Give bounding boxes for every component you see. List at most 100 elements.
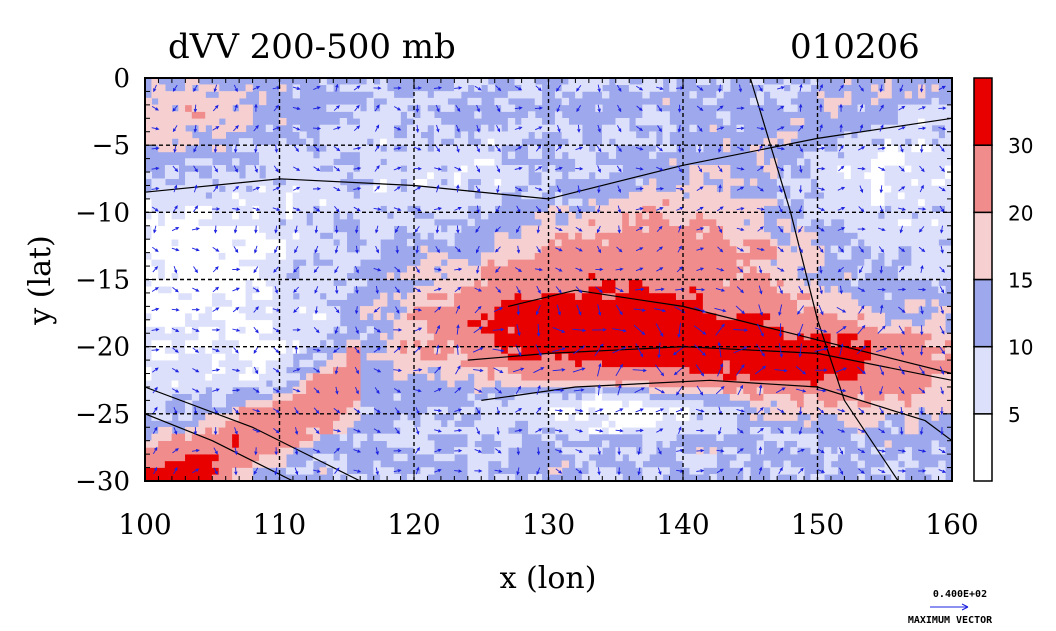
contour-cell xyxy=(924,238,933,247)
contour-cell xyxy=(265,326,274,334)
contour-cell xyxy=(669,212,677,220)
contour-cell xyxy=(158,312,166,321)
contour-cell xyxy=(770,366,778,374)
contour-cell xyxy=(642,238,650,247)
contour-cell xyxy=(662,299,670,307)
contour-cell xyxy=(252,453,260,462)
contour-cell xyxy=(211,171,220,180)
contour-cell xyxy=(709,332,717,341)
contour-cell xyxy=(406,165,415,173)
contour-cell xyxy=(252,440,260,448)
contour-cell xyxy=(602,131,610,139)
contour-cell xyxy=(306,252,314,260)
contour-cell xyxy=(918,339,926,347)
contour-cell xyxy=(904,144,912,153)
contour-cell xyxy=(420,232,428,240)
contour-cell xyxy=(218,319,226,327)
contour-cell xyxy=(232,218,240,227)
contour-cell xyxy=(474,319,482,327)
contour-cell xyxy=(279,312,287,321)
contour-cell xyxy=(198,339,206,347)
contour-cell xyxy=(541,306,549,314)
contour-cell xyxy=(440,212,448,220)
contour-cell xyxy=(776,353,785,361)
contour-cell xyxy=(662,467,670,475)
contour-cell xyxy=(218,326,226,334)
contour-cell xyxy=(749,426,758,435)
contour-cell xyxy=(534,393,543,401)
contour-cell xyxy=(568,379,576,388)
contour-cell xyxy=(729,366,738,374)
contour-cell xyxy=(346,413,354,421)
contour-cell xyxy=(716,78,724,86)
contour-cell xyxy=(326,319,334,327)
contour-cell xyxy=(205,198,213,206)
contour-cell xyxy=(844,359,852,368)
contour-cell xyxy=(803,265,812,274)
contour-cell xyxy=(494,198,502,206)
contour-cell xyxy=(198,460,206,468)
contour-cell xyxy=(642,198,650,206)
contour-cell xyxy=(615,259,623,267)
contour-cell xyxy=(723,178,731,186)
contour-cell xyxy=(353,393,361,401)
contour-cell xyxy=(897,400,906,408)
contour-cell xyxy=(400,191,408,200)
contour-cell xyxy=(319,124,327,133)
contour-cell xyxy=(884,218,892,227)
wind-vector xyxy=(172,84,178,92)
contour-cell xyxy=(837,332,845,341)
contour-cell xyxy=(480,265,489,274)
contour-cell xyxy=(534,131,543,139)
contour-cell xyxy=(588,460,596,468)
contour-cell xyxy=(864,306,872,314)
contour-cell xyxy=(380,78,388,86)
contour-cell xyxy=(326,151,334,159)
contour-cell xyxy=(285,232,294,240)
contour-cell xyxy=(938,460,946,468)
contour-cell xyxy=(218,467,226,475)
contour-cell xyxy=(581,379,590,388)
contour-cell xyxy=(521,359,529,368)
contour-cell xyxy=(655,238,664,247)
contour-cell xyxy=(279,252,287,260)
contour-cell xyxy=(911,265,919,274)
contour-cell xyxy=(494,97,502,106)
contour-cell xyxy=(709,185,717,193)
contour-cell xyxy=(904,420,912,428)
contour-cell xyxy=(373,171,381,180)
contour-cell xyxy=(171,272,179,280)
contour-cell xyxy=(783,400,791,408)
contour-cell xyxy=(245,198,253,206)
contour-cell xyxy=(211,259,220,267)
contour-cell xyxy=(447,124,455,133)
contour-cell xyxy=(622,420,630,428)
contour-cell xyxy=(938,212,946,220)
contour-cell xyxy=(259,339,267,347)
contour-cell xyxy=(581,84,590,92)
contour-cell xyxy=(252,259,260,267)
contour-cell xyxy=(642,111,650,119)
wind-vector xyxy=(233,407,239,414)
contour-cell xyxy=(642,252,650,260)
contour-cell xyxy=(420,346,428,354)
contour-cell xyxy=(904,131,912,139)
contour-cell xyxy=(897,138,906,146)
contour-cell xyxy=(568,366,576,374)
contour-cell xyxy=(884,212,892,220)
contour-cell xyxy=(480,171,489,180)
contour-cell xyxy=(145,366,153,374)
contour-cell xyxy=(285,400,294,408)
contour-cell xyxy=(622,238,630,247)
contour-cell xyxy=(205,312,213,321)
contour-cell xyxy=(272,218,280,227)
contour-cell xyxy=(702,306,711,314)
contour-cell xyxy=(790,373,798,381)
contour-cell xyxy=(185,292,193,300)
contour-cell xyxy=(837,198,845,206)
contour-cell xyxy=(171,198,179,206)
contour-cell xyxy=(763,238,771,247)
contour-cell xyxy=(265,151,274,159)
contour-cell xyxy=(178,433,186,441)
contour-cell xyxy=(299,426,307,435)
